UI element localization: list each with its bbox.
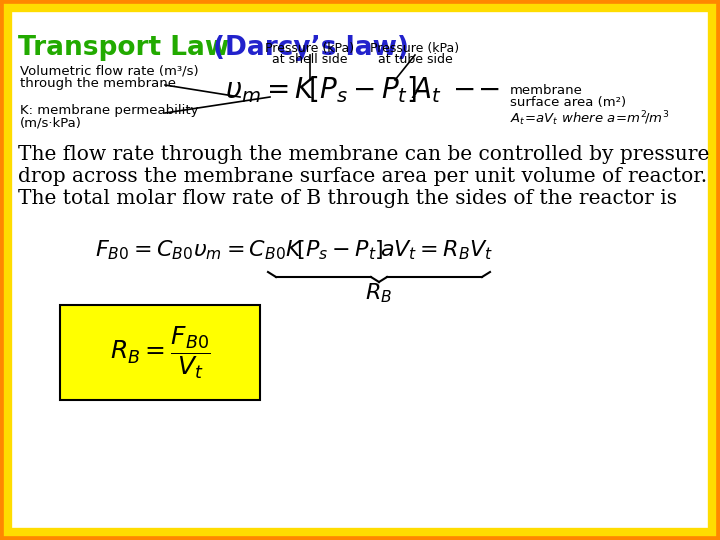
Text: The total molar flow rate of B through the sides of the reactor is: The total molar flow rate of B through t… (18, 189, 677, 208)
Text: $\mathit{A_t\!=\!aV_t}$ $\mathit{where\ a\!=\!m^2\!/m^3}$: $\mathit{A_t\!=\!aV_t}$ $\mathit{where\ … (510, 109, 670, 127)
Text: $R_B = \dfrac{F_{B0}}{V_t}$: $R_B = \dfrac{F_{B0}}{V_t}$ (109, 325, 210, 381)
Text: at tube side: at tube side (377, 53, 452, 66)
Text: $R_B$: $R_B$ (366, 281, 392, 305)
Text: The flow rate through the membrane can be controlled by pressure: The flow rate through the membrane can b… (18, 145, 709, 164)
Text: Transport Law: Transport Law (18, 35, 238, 61)
Text: at shell side: at shell side (272, 53, 348, 66)
Text: (Darcy’s law): (Darcy’s law) (213, 35, 409, 61)
Text: Volumetric flow rate (m³/s): Volumetric flow rate (m³/s) (20, 64, 199, 77)
Text: $\upsilon_m = K\!\left[P_s - P_t\right]\!A_t\;-\!\!-$: $\upsilon_m = K\!\left[P_s - P_t\right]\… (225, 75, 500, 105)
Text: Pressure (kPa): Pressure (kPa) (370, 42, 459, 55)
Text: membrane: membrane (510, 84, 583, 97)
Text: through the membrane: through the membrane (20, 77, 176, 90)
Bar (60, 305, 260, 400)
Text: Pressure (kPa): Pressure (kPa) (266, 42, 354, 55)
Text: $F_{B0} = C_{B0}\upsilon_m = C_{B0}K\!\left[P_s - P_t\right]\!aV_t = R_BV_t$: $F_{B0} = C_{B0}\upsilon_m = C_{B0}K\!\l… (95, 238, 493, 262)
Text: drop across the membrane surface area per unit volume of reactor.: drop across the membrane surface area pe… (18, 167, 707, 186)
Text: (m/s·kPa): (m/s·kPa) (20, 117, 82, 130)
Text: K: membrane permeability: K: membrane permeability (20, 104, 199, 117)
Text: surface area (m²): surface area (m²) (510, 96, 626, 109)
